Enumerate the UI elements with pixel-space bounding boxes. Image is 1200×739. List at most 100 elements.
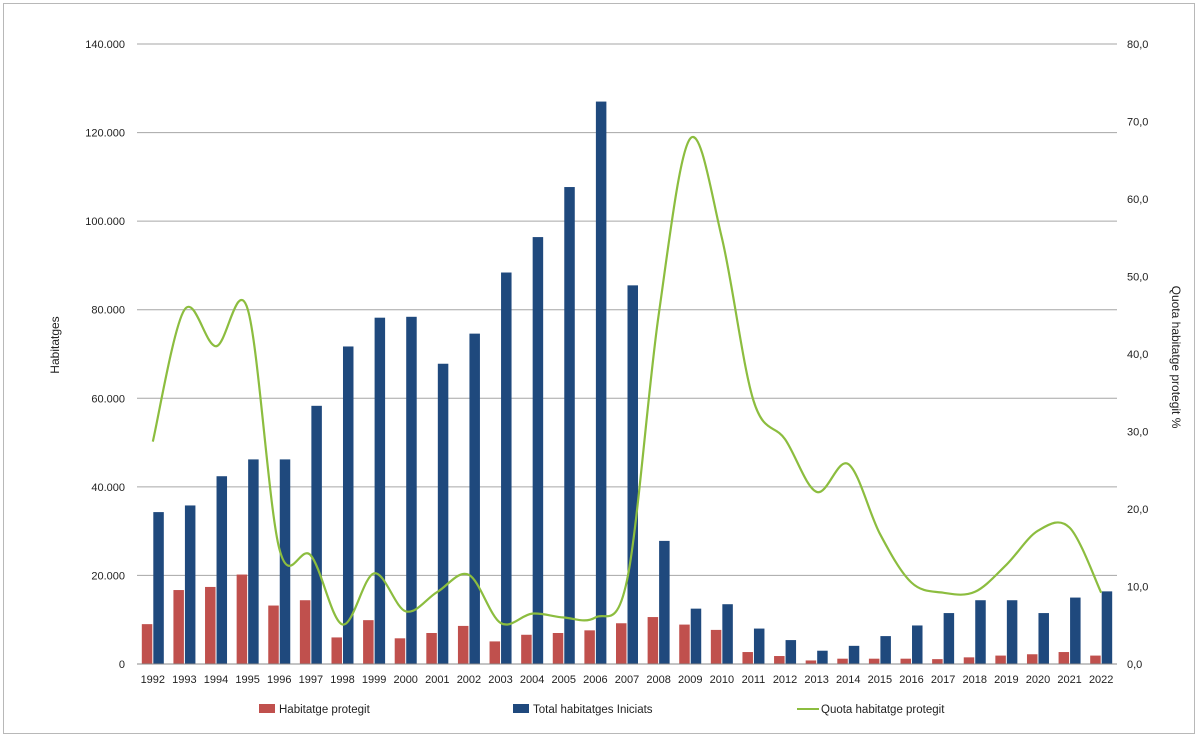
bar-habitatge-protegit [584,630,595,664]
bar-total-iniciats [216,476,228,664]
bar-habitatge-protegit [457,625,469,664]
bar-total-iniciats [406,316,417,664]
legend-habitatge-protegit: Habitatge protegit [279,704,371,716]
bar-habitatge-protegit [900,658,912,664]
bar-total-iniciats [817,650,828,664]
gridlines [137,43,1117,576]
y-left-tick-label: 100.000 [85,216,125,228]
bar-total-iniciats [785,640,797,664]
legend-habitatge-protegit-swatch [259,704,275,713]
y-axis-right-label: Quota habitatge protegit % [1169,286,1183,429]
x-tick-label: 2020 [1026,674,1050,686]
bar-habitatge-protegit [299,600,311,664]
quota-line [151,135,1103,626]
y-right-tick-label: 10,0 [1127,582,1148,594]
legend-total-iniciats: Total habitatges Iniciats [533,704,653,716]
y-left-tick-label: 80.000 [91,305,125,317]
bar-total-iniciats [848,645,860,664]
bar-total-iniciats [912,625,923,664]
legend: Habitatge protegit Total habitatges Inici… [259,704,945,716]
x-tick-label: 2017 [931,674,955,686]
x-tick-label: 2006 [583,674,607,686]
bar-total-iniciats [469,333,480,664]
x-tick-label: 2003 [488,674,512,686]
x-tick-label: 2013 [804,674,828,686]
x-tick-label: 2000 [393,674,417,686]
bar-habitatge-protegit [331,637,342,664]
x-tick-label: 2004 [520,674,544,686]
y-right-tick-label: 20,0 [1127,504,1148,516]
bar-habitatge-protegit [394,638,406,664]
x-tick-label: 2001 [425,674,449,686]
y-right-tick-label: 80,0 [1127,39,1148,51]
y-right-tick-label: 30,0 [1127,427,1148,439]
x-tick-label: 2005 [552,674,576,686]
x-tick-label: 1998 [330,674,354,686]
x-tick-label: 1992 [141,674,165,686]
x-tick-label: 1993 [172,674,196,686]
bar-habitatge-protegit [1058,652,1070,664]
bar-total-iniciats [1006,600,1018,664]
bar-total-iniciats [564,187,575,665]
bar-habitatge-protegit [141,624,153,664]
bar-habitatge-protegit [995,655,1006,664]
x-tick-label: 1995 [235,674,259,686]
bar-habitatge-protegit [932,659,943,664]
tick-labels: 0 20.000 40.000 60.000 80.000 100.000 120.000 1… [85,39,1148,686]
y-left-tick-label: 60.000 [91,393,125,405]
bar-total-iniciats [501,272,512,664]
bar-habitatge-protegit [552,633,564,664]
y-left-tick-label: 40.000 [91,482,125,494]
bar-total-iniciats [943,613,955,664]
bar-total-iniciats [532,237,544,665]
bar-total-iniciats [342,346,354,664]
x-tick-label: 1994 [204,674,228,686]
bar-total-iniciats [722,604,733,664]
bar-habitatge-protegit [236,574,248,664]
x-tick-label: 2008 [646,674,670,686]
legend-total-iniciats-swatch [513,704,529,713]
x-tick-label: 2021 [1057,674,1081,686]
bar-total-iniciats [1038,613,1049,664]
bar-habitatge-protegit [868,658,880,664]
bar-habitatge-protegit [679,624,690,664]
x-tick-label: 2009 [678,674,702,686]
x-tick-label: 2014 [836,674,860,686]
bar-habitatge-protegit [647,617,659,664]
bar-habitatge-protegit [173,590,184,664]
bar-habitatge-protegit [837,658,848,664]
bar-habitatge-protegit [1090,655,1101,664]
x-tick-label: 2012 [773,674,797,686]
bar-habitatge-protegit [363,620,374,664]
bar-total-iniciats [975,600,986,664]
y-axis-left-label: Habitatges [48,316,62,373]
y-right-tick-label: 50,0 [1127,272,1148,284]
bar-total-iniciats [595,101,607,665]
bar-total-iniciats [627,285,638,664]
bar-habitatge-protegit [426,633,437,664]
x-tick-label: 1997 [299,674,323,686]
x-tick-label: 2018 [962,674,986,686]
x-tick-label: 2022 [1089,674,1113,686]
y-right-tick-label: 40,0 [1127,349,1148,361]
bar-habitatge-protegit [805,660,817,664]
x-tick-label: 2002 [457,674,481,686]
bar-total-iniciats [1070,597,1081,664]
bar-total-iniciats [374,317,386,664]
x-tick-label: 1999 [362,674,386,686]
y-left-tick-label: 140.000 [85,39,125,51]
x-tick-label: 2010 [710,674,734,686]
bar-habitatge-protegit [963,657,975,664]
legend-quota-habitatge-protegit: Quota habitatge protegit [821,704,945,716]
y-left-tick-label: 120.000 [85,128,125,140]
bar-total-iniciats [659,540,670,664]
bar-total-iniciats [311,405,322,664]
bar-total-iniciats [880,636,891,664]
x-tick-label: 1996 [267,674,291,686]
bar-total-iniciats [753,628,765,664]
x-tick-label: 2016 [899,674,923,686]
x-tick-label: 2019 [994,674,1018,686]
bar-total-iniciats [153,512,164,664]
bar-total-iniciats [690,608,702,664]
